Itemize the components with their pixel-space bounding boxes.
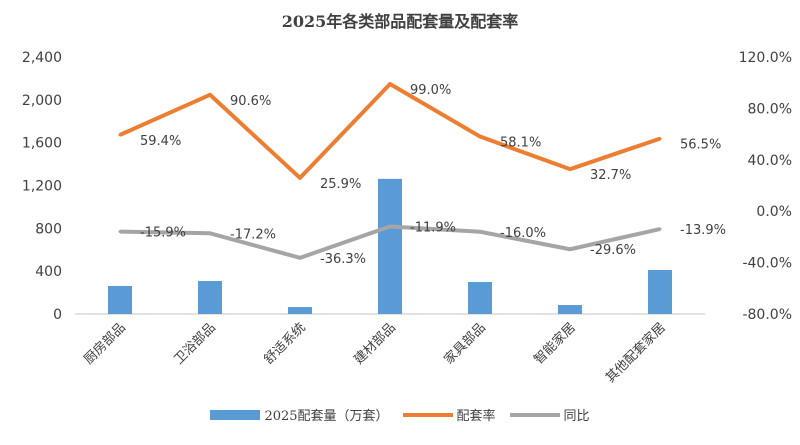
left-axis-tick: 1,200 xyxy=(22,179,62,195)
bar xyxy=(288,307,312,314)
bar xyxy=(108,285,132,314)
data-point xyxy=(478,230,482,234)
right-axis-tick: 120.0% xyxy=(739,50,792,66)
data-point xyxy=(568,167,572,171)
category-label: 卫浴部品 xyxy=(171,320,218,367)
data-point xyxy=(298,176,302,180)
legend-swatch xyxy=(509,412,560,417)
data-point xyxy=(658,227,662,231)
legend-label: 2025配套量（万套） xyxy=(264,409,389,424)
data-point xyxy=(118,230,122,234)
data-point xyxy=(388,224,392,228)
right-axis-tick: -80.0% xyxy=(742,307,792,323)
legend-item-bar: 2025配套量（万套） xyxy=(210,405,389,424)
left-axis-tick: 1,600 xyxy=(22,136,62,152)
left-axis-tick: 2,000 xyxy=(22,93,62,109)
data-point xyxy=(568,247,572,251)
category-label: 其他配套家居 xyxy=(602,320,668,386)
data-point xyxy=(478,135,482,139)
data-label: -36.3% xyxy=(320,252,366,267)
left-axis-tick: 800 xyxy=(35,221,62,237)
data-label: 99.0% xyxy=(410,83,451,98)
data-label: -11.9% xyxy=(410,220,456,235)
bar xyxy=(468,281,492,314)
right-axis-tick: -40.0% xyxy=(742,256,792,272)
right-axis-tick: 0.0% xyxy=(756,204,792,220)
bar xyxy=(558,305,582,314)
left-axis-tick: 2,400 xyxy=(22,50,62,66)
data-label: 25.9% xyxy=(320,177,361,192)
data-label: -29.6% xyxy=(590,243,636,258)
data-point xyxy=(658,137,662,141)
data-label: 56.5% xyxy=(680,138,721,153)
data-label: 59.4% xyxy=(140,134,181,149)
chart-title: 2025年各类部品配套量及配套率 xyxy=(281,12,519,31)
category-label: 舒适系统 xyxy=(261,320,308,367)
legend-item-yoy: 同比 xyxy=(509,405,590,424)
legend-item-rate: 配套率 xyxy=(402,405,496,424)
data-point xyxy=(388,82,392,86)
legend-label: 配套率 xyxy=(456,409,496,424)
data-label: -17.2% xyxy=(230,227,276,242)
data-label: -13.9% xyxy=(680,223,726,238)
legend: 2025配套量（万套） 配套率 同比 xyxy=(0,405,800,424)
bar xyxy=(648,269,672,314)
left-axis-tick: 400 xyxy=(35,264,62,280)
data-label: 32.7% xyxy=(590,168,631,183)
data-label: 90.6% xyxy=(230,94,271,109)
right-axis-tick: 40.0% xyxy=(748,153,792,169)
bar xyxy=(198,281,222,314)
data-point xyxy=(208,93,212,97)
legend-swatch xyxy=(402,412,453,417)
legend-swatch xyxy=(210,409,261,420)
data-point xyxy=(118,133,122,137)
category-label: 厨房部品 xyxy=(81,320,129,368)
category-label: 家具部品 xyxy=(441,320,489,368)
category-label: 建材部品 xyxy=(351,320,398,367)
data-label: 58.1% xyxy=(500,136,541,151)
right-axis-tick: 80.0% xyxy=(748,101,792,117)
data-point xyxy=(208,231,212,235)
bar xyxy=(378,178,402,314)
left-axis-tick: 0 xyxy=(53,307,62,323)
legend-label: 同比 xyxy=(563,409,590,424)
data-label: -15.9% xyxy=(140,226,186,241)
series-line-rate xyxy=(119,81,661,180)
data-label: -16.0% xyxy=(500,226,546,241)
data-point xyxy=(298,256,302,260)
category-label: 智能家居 xyxy=(531,320,579,368)
